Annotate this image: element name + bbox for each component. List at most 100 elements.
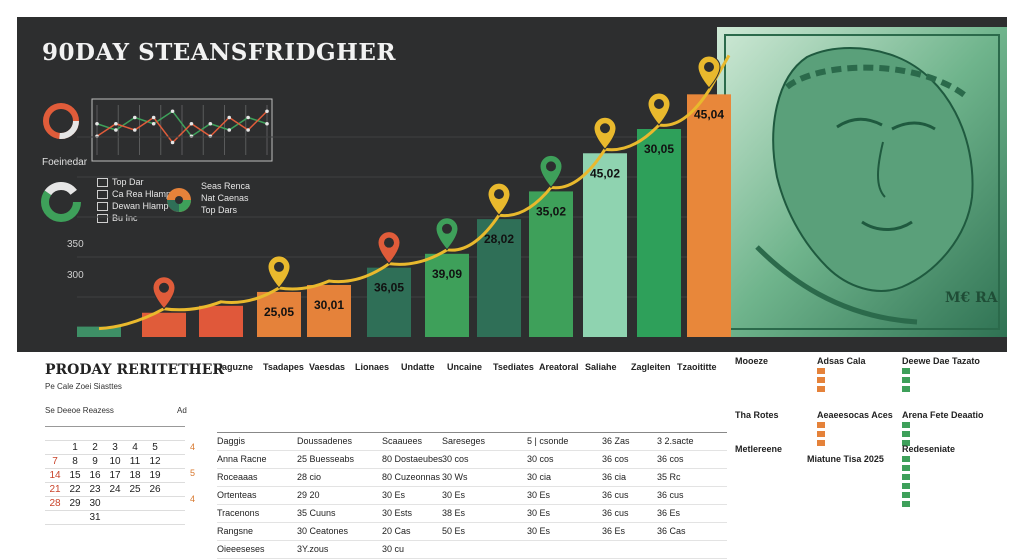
calendar-day[interactable]: 25 xyxy=(129,484,141,495)
calendar-header: Se Deeoe Reazess xyxy=(45,406,114,415)
calendar-day[interactable]: 22 xyxy=(69,484,81,495)
calendar-day[interactable]: 9 xyxy=(92,456,98,467)
map-pin-icon xyxy=(593,116,617,151)
legend-block: Miatune Tisa 2025 xyxy=(807,454,884,500)
legend-block-line xyxy=(902,384,980,393)
calendar-day[interactable] xyxy=(65,511,85,524)
table-row: Daggis Doussadenes Scaauees Sareseges 5 | cs… xyxy=(217,433,727,451)
calendar-day[interactable]: 2 xyxy=(92,442,98,453)
table-cell: 80 Dostaeubes xyxy=(382,454,443,464)
calendar-day[interactable]: 31 xyxy=(89,512,101,523)
calendar-day[interactable]: 16 xyxy=(89,470,101,481)
calendar-day[interactable] xyxy=(165,427,185,440)
y-tick-label: 300 xyxy=(67,270,84,281)
bar-data-label: 30,01 xyxy=(314,298,344,312)
checkbox-icon xyxy=(97,177,108,187)
calendar-week-row: 1 2 3 4 5 xyxy=(45,441,185,455)
calendar-day[interactable]: 12 xyxy=(149,456,161,467)
calendar-day[interactable]: 26 xyxy=(149,484,161,495)
calendar-day[interactable] xyxy=(105,427,125,440)
calendar-day[interactable] xyxy=(125,427,145,440)
table-row: Oieeeseses 3Y.zous 30 cu xyxy=(217,541,727,559)
table-cell: 50 Es xyxy=(442,526,466,536)
calendar-day[interactable]: 21 xyxy=(49,484,61,495)
calendar-day[interactable]: 18 xyxy=(129,470,141,481)
calendar-day[interactable] xyxy=(105,497,125,510)
calendar-day[interactable] xyxy=(165,441,185,454)
side-label: Foeinedar xyxy=(42,157,88,168)
calendar-day[interactable] xyxy=(145,511,165,524)
bar xyxy=(257,291,301,337)
calendar-day[interactable] xyxy=(45,511,65,524)
calendar-day[interactable] xyxy=(145,497,165,510)
table-cell: 36 cus xyxy=(657,490,684,500)
calendar-day[interactable] xyxy=(165,469,185,482)
calendar-day[interactable]: 28 xyxy=(49,498,61,509)
legend-block-line xyxy=(817,420,893,429)
data-table: Daggis Doussadenes Scaauees Sareseges 5 | cs… xyxy=(217,432,727,559)
calendar-day[interactable]: 11 xyxy=(129,456,141,467)
calendar-day[interactable] xyxy=(165,483,185,496)
legend-label: Bu Inc xyxy=(112,213,138,223)
calendar-day[interactable]: 14 xyxy=(49,470,61,481)
calendar-day[interactable]: 30 xyxy=(89,498,101,509)
table-cell: Scaauees xyxy=(382,436,423,446)
mini-series-point xyxy=(151,115,156,120)
table-cell: 30 cos xyxy=(442,454,469,464)
calendar-day[interactable]: 15 xyxy=(69,470,81,481)
calendar-day[interactable]: 19 xyxy=(149,470,161,481)
legend-block-title: Tha Rotes xyxy=(735,410,779,420)
bar-data-label: 35,02 xyxy=(536,204,566,218)
svg-text:M€ RA: M€ RA xyxy=(945,290,999,306)
column-header: Areatoral xyxy=(539,362,579,372)
legend-block-line xyxy=(902,472,955,481)
table-cell: 30 Es xyxy=(527,508,551,518)
calendar-day[interactable] xyxy=(165,455,185,468)
calendar-day[interactable]: 29 xyxy=(69,498,81,509)
column-header: Zagleiten xyxy=(631,362,671,372)
calendar-day[interactable] xyxy=(165,511,185,524)
calendar-day[interactable] xyxy=(105,511,125,524)
calendar-day[interactable] xyxy=(45,427,65,440)
calendar-day[interactable]: 7 xyxy=(52,456,58,467)
bar xyxy=(367,267,411,337)
column-header: Tzaoititte xyxy=(677,362,717,372)
calendar-day[interactable]: 10 xyxy=(109,456,121,467)
calendar-day[interactable] xyxy=(45,441,65,454)
mini-series-point xyxy=(227,128,232,132)
legend-block-line xyxy=(807,491,884,500)
calendar-day[interactable]: 3 xyxy=(112,442,118,453)
table-cell: 29 20 xyxy=(297,490,320,500)
calendar-day[interactable]: 17 xyxy=(109,470,121,481)
calendar-day[interactable]: 24 xyxy=(109,484,121,495)
calendar-day[interactable] xyxy=(145,427,165,440)
calendar-day[interactable] xyxy=(165,497,185,510)
legend-block-line xyxy=(735,420,779,429)
calendar-day[interactable]: 23 xyxy=(89,484,101,495)
table-cell: Tracenons xyxy=(217,508,260,518)
calendar-day[interactable]: 4 xyxy=(132,442,138,453)
calendar-day[interactable] xyxy=(65,427,85,440)
bar-data-label: 36,05 xyxy=(374,281,404,295)
calendar-day[interactable] xyxy=(125,497,145,510)
calendar-day[interactable] xyxy=(85,427,105,440)
legend-block: Deewe Dae Tazato xyxy=(902,356,980,393)
legend-block-title: Metlereene xyxy=(735,444,783,454)
calendar-day[interactable] xyxy=(125,511,145,524)
bar-data-label: 39,09 xyxy=(432,267,462,281)
legend-block-line xyxy=(735,481,782,490)
legend-block-line xyxy=(735,463,782,472)
color-swatch xyxy=(902,491,910,498)
mini-series-point xyxy=(189,134,194,139)
table-cell: 36 Es xyxy=(657,508,681,518)
calendar-day[interactable]: 5 xyxy=(152,442,158,453)
legend-item: Ca Rea Hlamp xyxy=(97,189,171,199)
chart-panel: 90DAY STEANSFRIDGHER Foeinedar 350 300 T… xyxy=(17,17,1007,352)
calendar-day[interactable]: 1 xyxy=(72,442,78,453)
pins-group xyxy=(152,55,721,310)
table-cell: Sareseges xyxy=(442,436,486,446)
table-cell: Daggis xyxy=(217,436,246,446)
table-cell: 35 Cuuns xyxy=(297,508,336,518)
legend-block: Tha Rotes xyxy=(735,410,779,447)
calendar-day[interactable]: 8 xyxy=(72,456,78,467)
